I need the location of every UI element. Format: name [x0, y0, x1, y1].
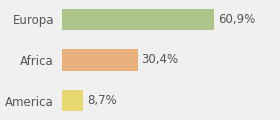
Text: 30,4%: 30,4% [141, 54, 179, 66]
Bar [62, 49, 138, 71]
Bar [62, 9, 214, 30]
Bar [62, 90, 83, 111]
Text: 60,9%: 60,9% [218, 13, 255, 26]
Text: 8,7%: 8,7% [87, 94, 117, 107]
